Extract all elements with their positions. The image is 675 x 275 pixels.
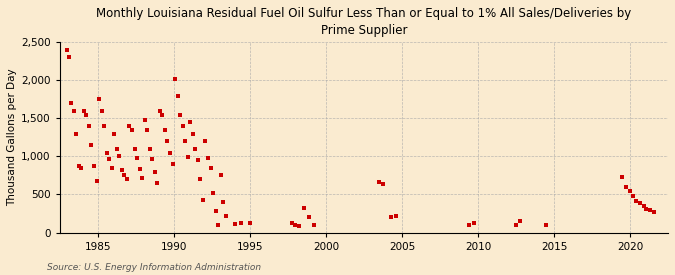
Point: [134, 167, 145, 172]
Point: [390, 214, 401, 218]
Point: [286, 221, 297, 225]
Point: [144, 147, 155, 151]
Point: [514, 219, 525, 223]
Point: [101, 150, 112, 155]
Point: [162, 139, 173, 143]
Point: [208, 191, 219, 195]
Point: [63, 55, 74, 60]
Point: [374, 180, 385, 185]
Point: [244, 221, 255, 225]
Point: [149, 169, 160, 174]
Point: [147, 157, 158, 162]
Point: [104, 157, 115, 162]
Point: [198, 198, 209, 202]
Point: [464, 223, 475, 227]
Point: [167, 162, 178, 166]
Point: [68, 109, 79, 113]
Point: [230, 222, 240, 226]
Point: [139, 118, 150, 122]
Point: [468, 221, 479, 225]
Point: [127, 128, 138, 132]
Point: [621, 185, 632, 189]
Point: [202, 156, 213, 160]
Point: [94, 97, 105, 101]
Point: [114, 154, 125, 159]
Point: [159, 128, 170, 132]
Point: [617, 175, 628, 179]
Point: [641, 207, 652, 211]
Point: [631, 198, 642, 203]
Point: [165, 150, 176, 155]
Point: [76, 166, 87, 170]
Point: [221, 214, 232, 218]
Point: [62, 48, 73, 52]
Point: [182, 155, 193, 160]
Point: [185, 120, 196, 124]
Text: Source: U.S. Energy Information Administration: Source: U.S. Energy Information Administ…: [47, 263, 261, 272]
Point: [124, 124, 135, 128]
Point: [111, 147, 122, 151]
Point: [152, 181, 163, 185]
Point: [119, 173, 130, 178]
Point: [627, 194, 638, 198]
Point: [200, 139, 211, 143]
Point: [190, 147, 201, 151]
Point: [180, 139, 190, 143]
Point: [175, 112, 186, 117]
Point: [84, 124, 95, 128]
Point: [649, 210, 659, 214]
Point: [385, 215, 396, 219]
Point: [157, 112, 168, 117]
Point: [178, 124, 188, 128]
Point: [78, 109, 89, 113]
Point: [155, 109, 165, 113]
Point: [86, 143, 97, 147]
Point: [137, 175, 148, 180]
Point: [218, 200, 229, 204]
Point: [645, 208, 655, 213]
Point: [624, 189, 635, 194]
Point: [215, 173, 226, 178]
Point: [65, 101, 76, 105]
Point: [96, 109, 107, 113]
Point: [71, 131, 82, 136]
Point: [91, 178, 102, 183]
Point: [210, 209, 221, 213]
Point: [299, 206, 310, 210]
Point: [294, 224, 304, 229]
Point: [304, 215, 315, 219]
Point: [213, 223, 223, 227]
Title: Monthly Louisiana Residual Fuel Oil Sulfur Less Than or Equal to 1% All Sales/De: Monthly Louisiana Residual Fuel Oil Sulf…: [97, 7, 632, 37]
Point: [99, 124, 109, 128]
Point: [88, 164, 99, 169]
Point: [74, 164, 84, 169]
Point: [109, 131, 119, 136]
Point: [188, 131, 198, 136]
Point: [377, 182, 388, 186]
Point: [81, 112, 92, 117]
Point: [172, 93, 183, 98]
Point: [192, 158, 203, 163]
Point: [236, 221, 246, 225]
Y-axis label: Thousand Gallons per Day: Thousand Gallons per Day: [7, 68, 17, 206]
Point: [205, 166, 216, 170]
Point: [634, 201, 645, 205]
Point: [541, 223, 551, 227]
Point: [195, 177, 206, 182]
Point: [309, 223, 320, 227]
Point: [129, 147, 140, 151]
Point: [132, 156, 142, 160]
Point: [510, 223, 521, 227]
Point: [639, 204, 649, 208]
Point: [169, 77, 180, 81]
Point: [290, 223, 301, 227]
Point: [142, 128, 153, 132]
Point: [116, 168, 127, 172]
Point: [122, 177, 132, 182]
Point: [107, 166, 117, 170]
